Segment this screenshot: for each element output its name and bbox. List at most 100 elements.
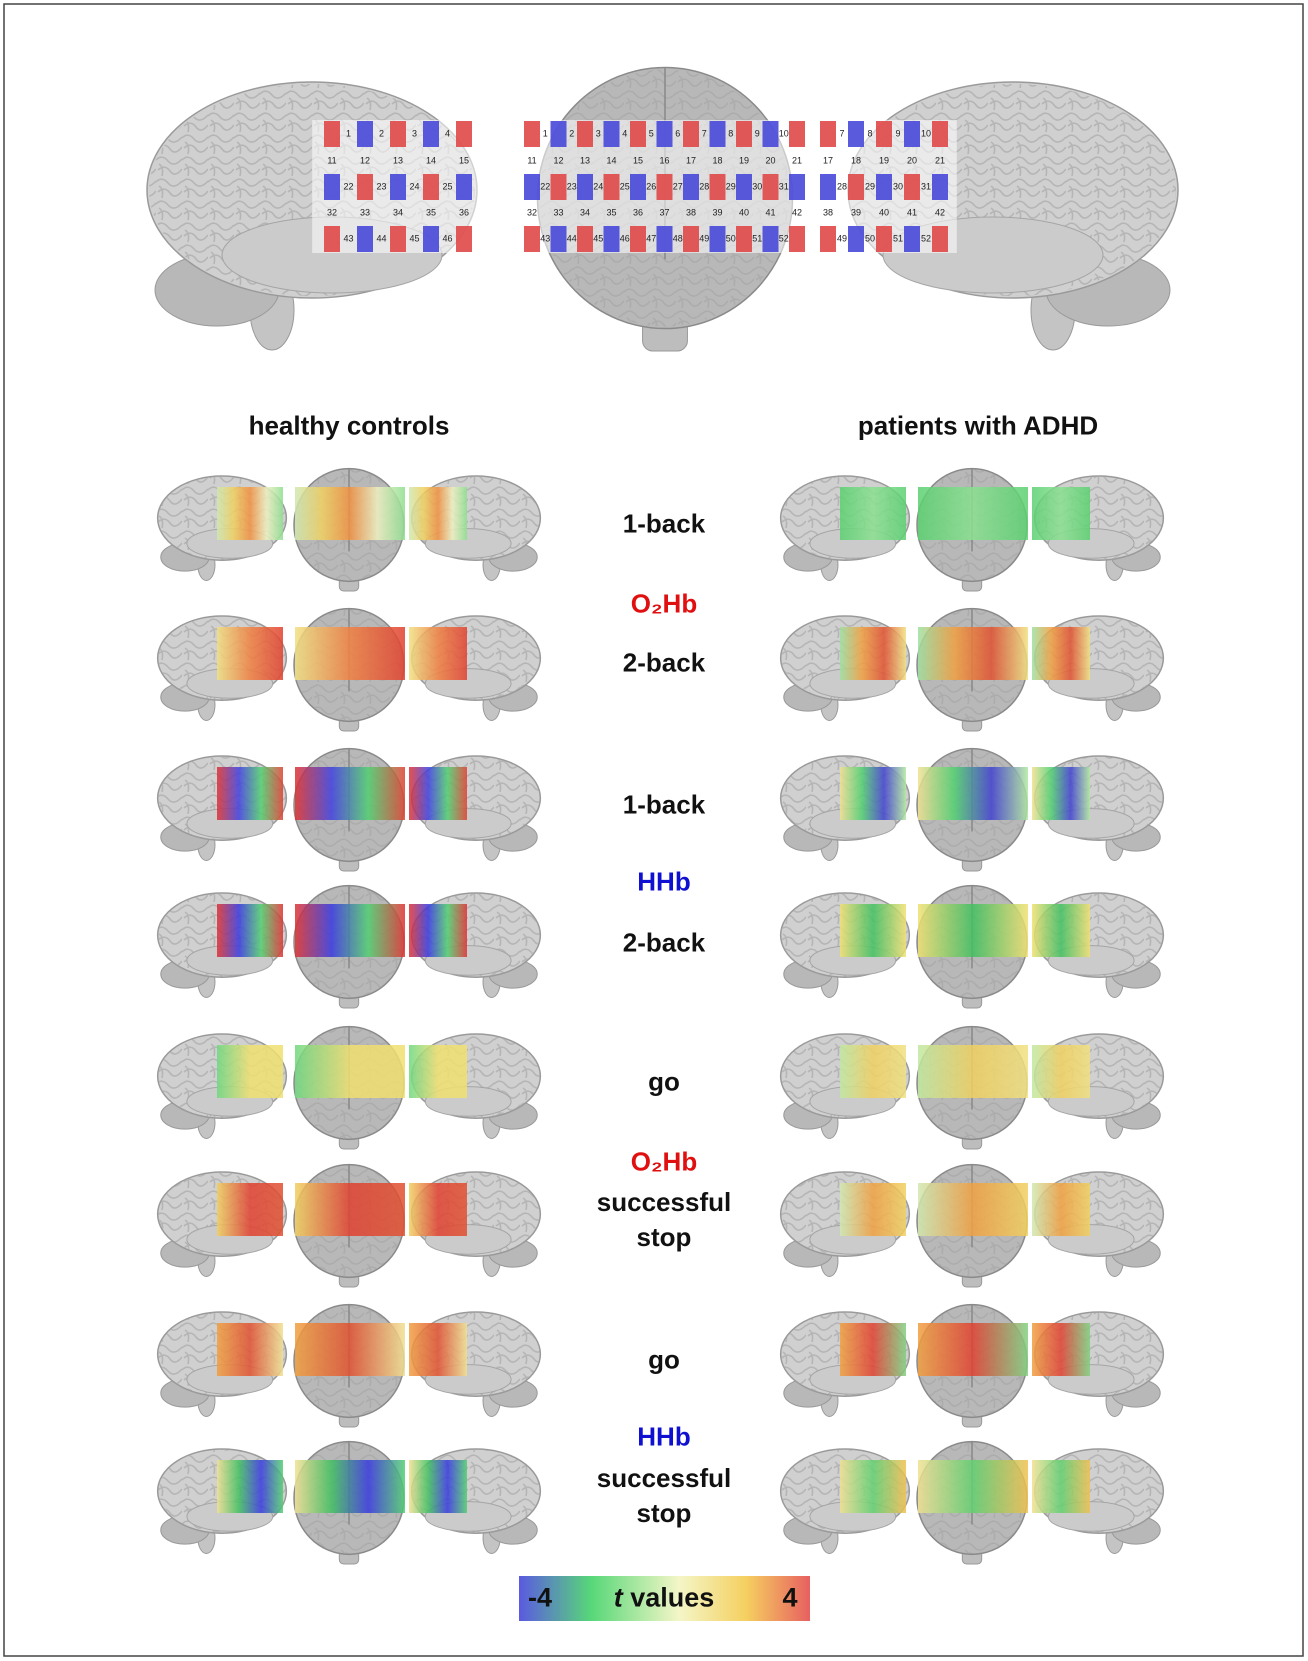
channel-number: 28 bbox=[699, 181, 709, 191]
task-label: 2-back bbox=[622, 927, 706, 958]
channel-number: 50 bbox=[865, 233, 875, 243]
heat-map bbox=[409, 767, 467, 820]
optode bbox=[630, 174, 646, 200]
task-label: successful stop bbox=[596, 1187, 732, 1252]
channel-number: 18 bbox=[712, 155, 722, 165]
heat-map bbox=[295, 487, 405, 540]
channel-number: 40 bbox=[879, 207, 889, 217]
optode bbox=[550, 226, 567, 252]
optode bbox=[603, 174, 620, 200]
optode bbox=[848, 226, 864, 252]
optode bbox=[390, 226, 406, 252]
optode bbox=[820, 226, 836, 252]
optode bbox=[456, 226, 472, 252]
channel-number: 19 bbox=[739, 155, 749, 165]
channel-number: 17 bbox=[823, 155, 833, 165]
channel-number: 32 bbox=[327, 207, 337, 217]
channel-number: 50 bbox=[726, 233, 736, 243]
channel-number: 18 bbox=[851, 155, 861, 165]
optode bbox=[876, 226, 892, 252]
task-label: 1-back bbox=[622, 508, 706, 539]
heat-map bbox=[217, 627, 283, 680]
optode bbox=[550, 121, 567, 147]
optode bbox=[603, 226, 620, 252]
channel-number: 9 bbox=[895, 128, 900, 138]
optode bbox=[603, 121, 620, 147]
heat-map bbox=[840, 1045, 906, 1098]
channel-number: 43 bbox=[540, 233, 550, 243]
heat-map bbox=[918, 487, 1028, 540]
channel-number: 26 bbox=[646, 181, 656, 191]
optode bbox=[762, 174, 779, 200]
heat-map bbox=[409, 904, 467, 957]
channel-number: 29 bbox=[865, 181, 875, 191]
optode bbox=[904, 226, 920, 252]
optode bbox=[683, 121, 699, 147]
channel-number: 3 bbox=[412, 128, 417, 138]
channel-number: 12 bbox=[553, 155, 563, 165]
colorbar bbox=[519, 1576, 810, 1621]
optode bbox=[762, 226, 779, 252]
optode bbox=[709, 226, 726, 252]
optode bbox=[456, 174, 472, 200]
task-label: go bbox=[648, 1344, 680, 1375]
channel-number: 31 bbox=[921, 181, 931, 191]
heat-map bbox=[409, 487, 467, 540]
heat-map bbox=[217, 1183, 283, 1236]
channel-number: 16 bbox=[659, 155, 669, 165]
heat-map bbox=[840, 627, 906, 680]
channel-number: 42 bbox=[935, 207, 945, 217]
heat-map bbox=[295, 904, 405, 957]
optode bbox=[736, 174, 752, 200]
channel-number: 35 bbox=[606, 207, 616, 217]
channel-number: 40 bbox=[739, 207, 749, 217]
optode bbox=[904, 174, 920, 200]
channel-number: 8 bbox=[867, 128, 872, 138]
signal-label: HHb bbox=[637, 1421, 691, 1452]
optode bbox=[630, 226, 646, 252]
channel-number: 10 bbox=[921, 128, 931, 138]
optode bbox=[524, 226, 540, 252]
channel-number: 24 bbox=[593, 181, 603, 191]
channel-number: 6 bbox=[675, 128, 680, 138]
heat-map bbox=[295, 627, 405, 680]
channel-number: 45 bbox=[593, 233, 603, 243]
optode bbox=[423, 226, 439, 252]
optode bbox=[683, 174, 699, 200]
channel-number: 3 bbox=[596, 128, 601, 138]
channel-number: 49 bbox=[837, 233, 847, 243]
channel-number: 41 bbox=[907, 207, 917, 217]
heat-map bbox=[295, 1045, 405, 1098]
signal-label: O₂Hb bbox=[630, 1146, 698, 1177]
heat-map bbox=[840, 1460, 906, 1513]
optode bbox=[324, 226, 340, 252]
optode bbox=[876, 174, 892, 200]
task-label: successful stop bbox=[596, 1463, 732, 1528]
heat-map bbox=[217, 767, 283, 820]
channel-number: 22 bbox=[343, 181, 353, 191]
heat-map bbox=[918, 1183, 1028, 1236]
optode bbox=[577, 121, 593, 147]
channel-number: 11 bbox=[527, 155, 536, 165]
channel-number: 12 bbox=[360, 155, 370, 165]
channel-number: 15 bbox=[633, 155, 643, 165]
optode bbox=[390, 121, 406, 147]
optode bbox=[904, 121, 920, 147]
optode bbox=[876, 121, 892, 147]
channel-number: 11 bbox=[327, 155, 336, 165]
channel-number: 2 bbox=[379, 128, 384, 138]
channel-number: 44 bbox=[376, 233, 386, 243]
channel-number: 9 bbox=[755, 128, 760, 138]
optode bbox=[423, 174, 439, 200]
optode bbox=[524, 121, 540, 147]
optode bbox=[423, 121, 439, 147]
channel-number: 36 bbox=[459, 207, 469, 217]
channel-number: 30 bbox=[893, 181, 903, 191]
optode bbox=[683, 226, 699, 252]
heat-map bbox=[217, 1323, 283, 1376]
channel-number: 35 bbox=[426, 207, 436, 217]
optode bbox=[709, 174, 726, 200]
channel-number: 7 bbox=[839, 128, 844, 138]
channel-number: 2 bbox=[569, 128, 574, 138]
